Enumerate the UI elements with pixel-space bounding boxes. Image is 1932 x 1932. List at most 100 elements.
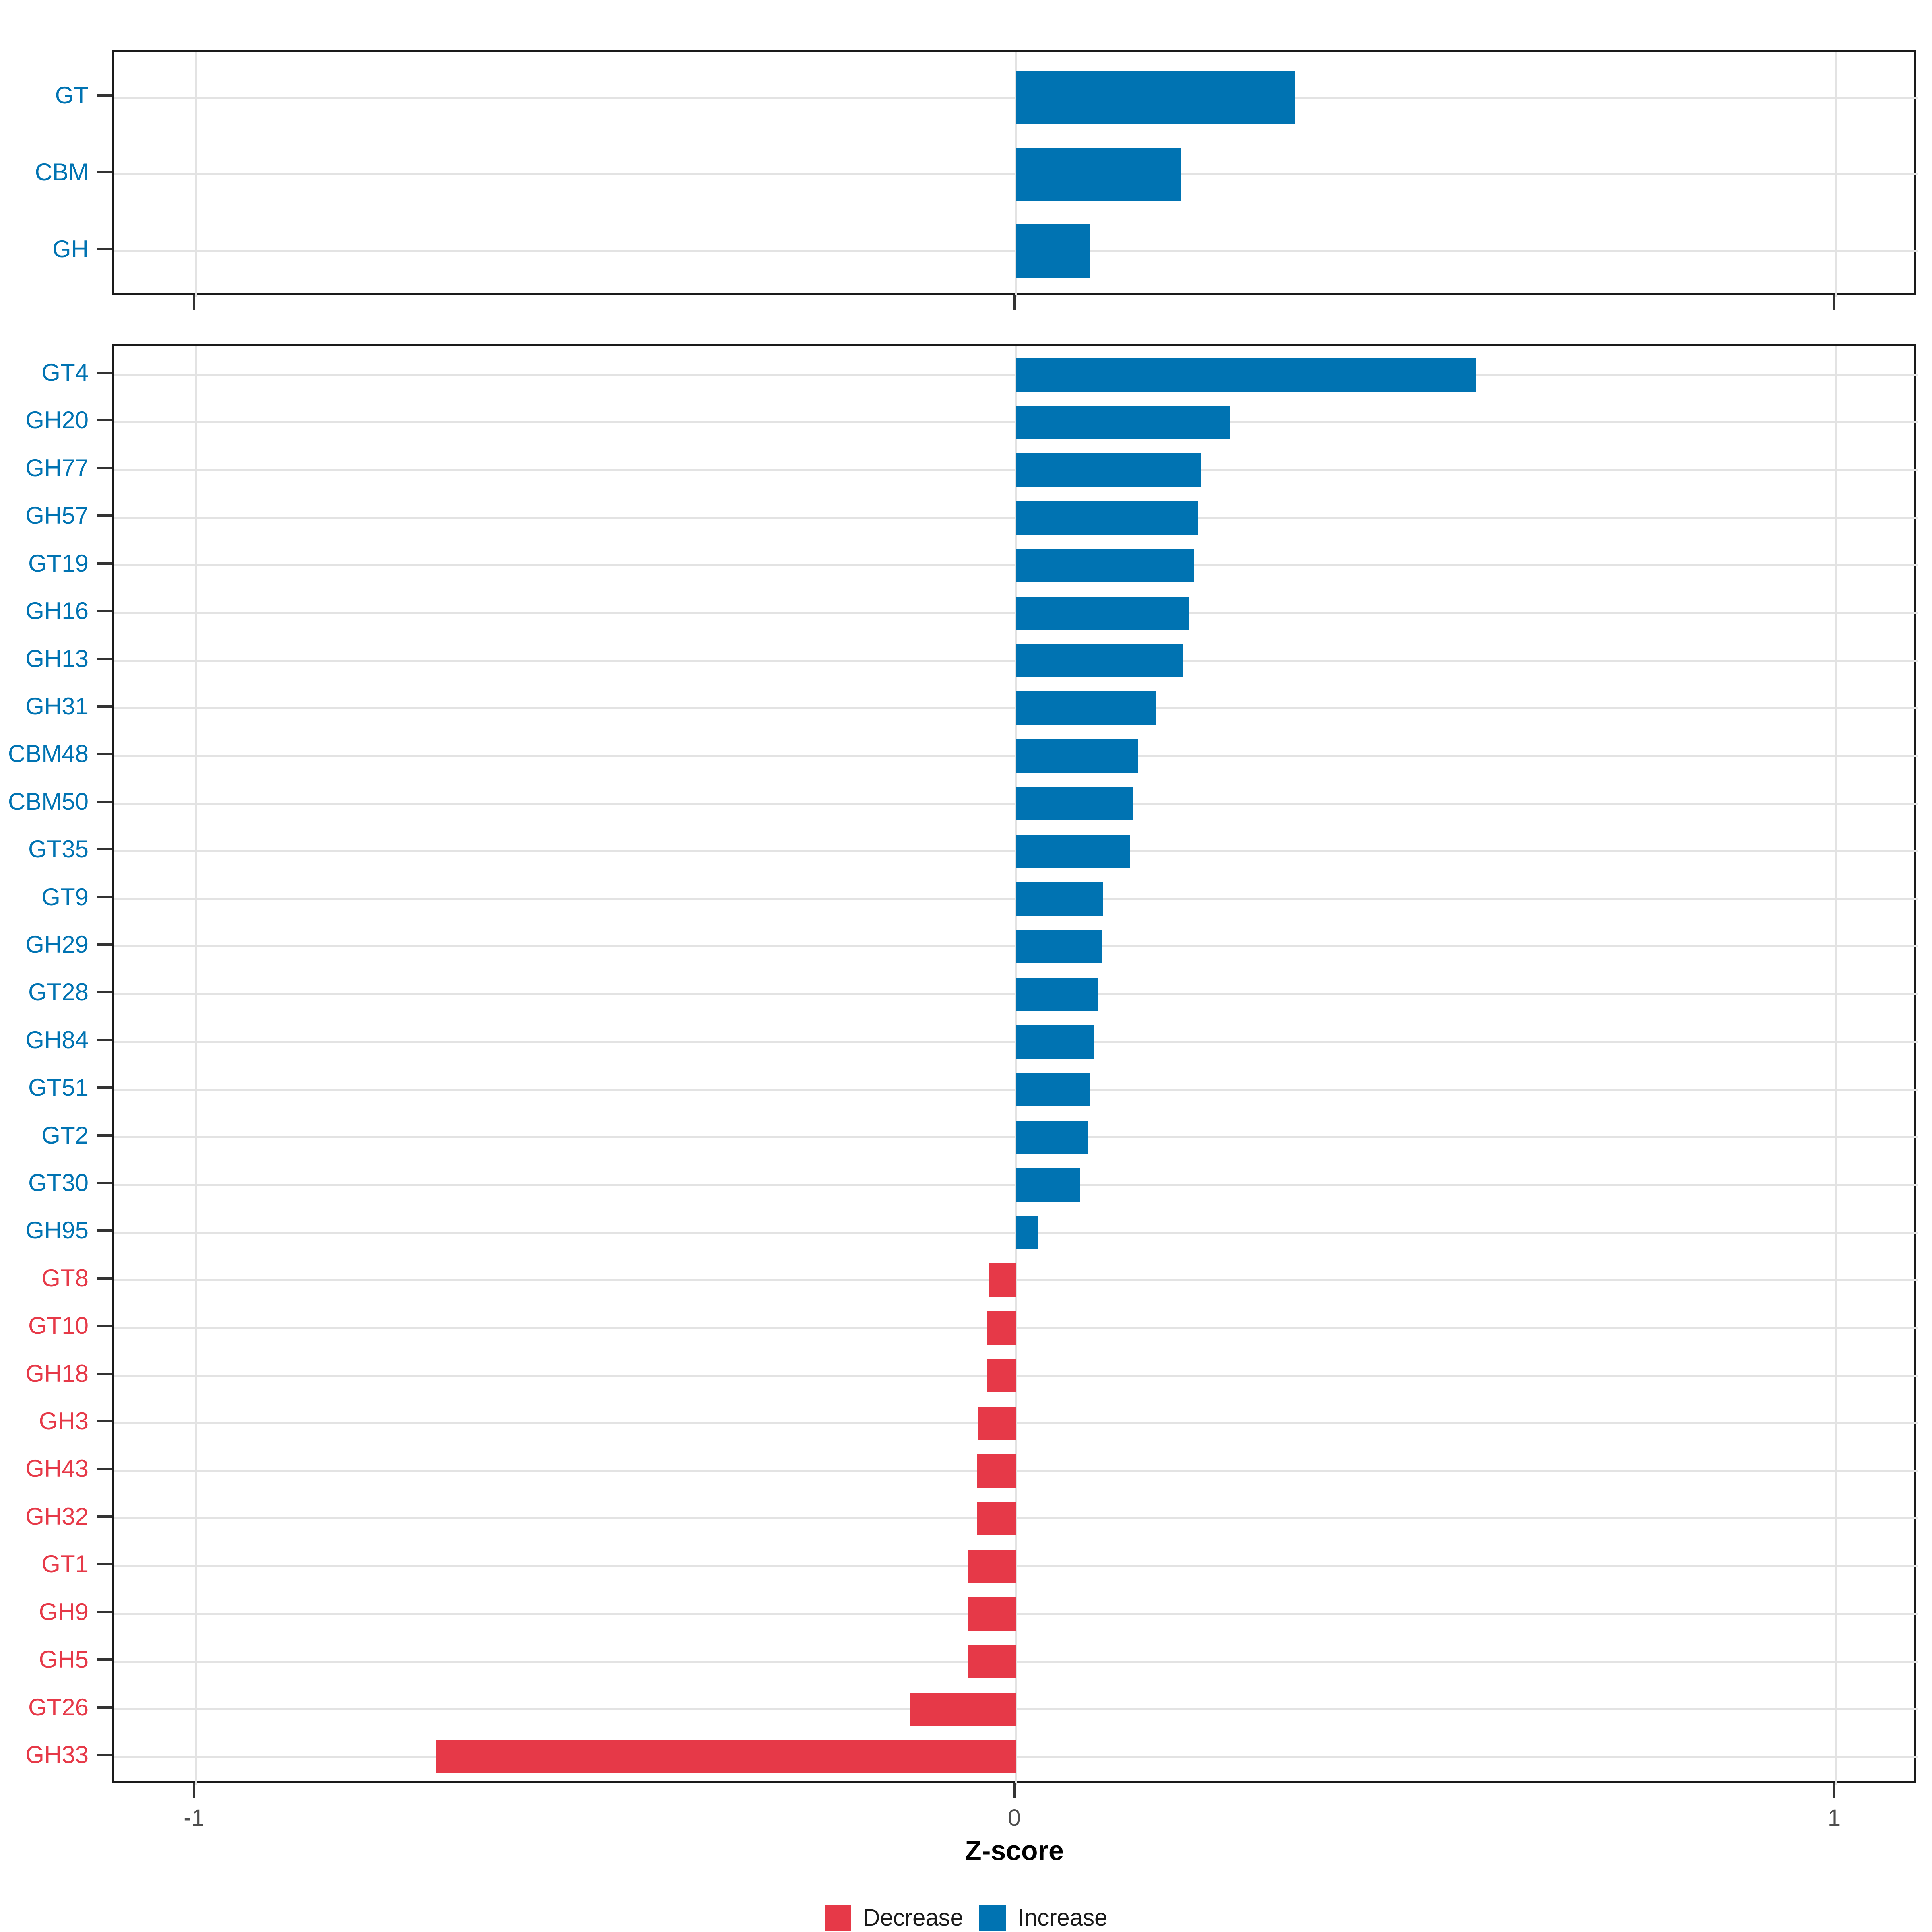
y-tick-mark	[97, 1563, 112, 1565]
decrease-bar-GT26	[910, 1693, 1016, 1726]
increase-bar-CBM48	[1016, 739, 1138, 773]
horizontal-gridline	[114, 1136, 1918, 1138]
decrease-bar-GH32	[977, 1502, 1016, 1535]
y-tick-mark	[97, 896, 112, 898]
category-label-CBM50: CBM50	[8, 788, 89, 815]
increase-bar-GT19	[1016, 549, 1194, 582]
horizontal-gridline	[114, 564, 1918, 566]
vertical-gridline	[1835, 346, 1837, 1785]
decrease-bar-GH5	[968, 1645, 1016, 1678]
x-tick-mark	[193, 1783, 195, 1798]
category-label-GT10: GT10	[28, 1312, 89, 1339]
y-tick-mark	[97, 419, 112, 421]
decrease-bar-GH18	[987, 1359, 1016, 1392]
increase-bar-GT35	[1016, 835, 1130, 868]
increase-bar-GH84	[1016, 1025, 1094, 1059]
increase-bar-GH29	[1016, 930, 1102, 963]
increase-bar-CBM	[1016, 148, 1181, 201]
increase-bar-GT	[1016, 71, 1295, 124]
category-label-GT1: GT1	[41, 1550, 89, 1577]
y-tick-mark	[97, 1277, 112, 1280]
increase-bar-GH20	[1016, 406, 1230, 439]
y-tick-mark	[97, 753, 112, 755]
increase-bar-GT28	[1016, 978, 1098, 1011]
increase-bar-GH77	[1016, 453, 1201, 487]
decrease-bar-GH9	[968, 1597, 1016, 1631]
decrease-bar-GT8	[989, 1263, 1016, 1297]
category-label-GT8: GT8	[41, 1265, 89, 1292]
category-label-GT: GT	[55, 82, 89, 109]
horizontal-gridline	[114, 517, 1918, 519]
x-tick-mark	[1013, 295, 1016, 310]
decrease-bar-GT1	[968, 1550, 1016, 1583]
horizontal-gridline	[114, 1565, 1918, 1567]
category-label-CBM: CBM	[35, 159, 89, 186]
vertical-gridline	[195, 346, 197, 1785]
y-tick-mark	[97, 171, 112, 173]
category-label-GH31: GH31	[25, 693, 89, 720]
decrease-bar-GT10	[987, 1311, 1016, 1345]
category-label-GH5: GH5	[39, 1646, 89, 1673]
horizontal-gridline	[114, 1232, 1918, 1234]
top-panel	[112, 50, 1918, 297]
increase-bar-GH16	[1016, 597, 1189, 630]
y-tick-mark	[97, 1658, 112, 1661]
category-label-GT9: GT9	[41, 883, 89, 910]
category-label-GH18: GH18	[25, 1360, 89, 1387]
y-tick-mark	[97, 943, 112, 946]
category-label-GH20: GH20	[25, 407, 89, 433]
increase-bar-GH	[1016, 224, 1090, 278]
category-label-GH84: GH84	[25, 1026, 89, 1053]
y-tick-mark	[97, 610, 112, 612]
horizontal-gridline	[114, 850, 1918, 852]
x-axis-title: Z-score	[965, 1835, 1064, 1866]
increase-swatch-icon	[979, 1904, 1006, 1931]
horizontal-gridline	[114, 1661, 1918, 1663]
x-tick-mark	[1833, 295, 1835, 310]
category-label-GH57: GH57	[25, 502, 89, 529]
horizontal-gridline	[114, 1327, 1918, 1329]
category-label-GT51: GT51	[28, 1074, 89, 1101]
category-label-GH29: GH29	[25, 931, 89, 958]
x-tick-label-0: 0	[1007, 1805, 1021, 1831]
category-label-GH16: GH16	[25, 597, 89, 624]
y-tick-mark	[97, 1039, 112, 1041]
horizontal-gridline	[114, 469, 1918, 471]
category-label-GT26: GT26	[28, 1694, 89, 1721]
y-tick-mark	[97, 94, 112, 97]
legend-item-decrease: Decrease	[824, 1904, 963, 1931]
horizontal-gridline	[114, 612, 1918, 614]
y-tick-mark	[97, 1420, 112, 1422]
horizontal-gridline	[114, 1375, 1918, 1377]
y-tick-mark	[97, 1325, 112, 1327]
category-label-GH77: GH77	[25, 454, 89, 481]
legend-label-decrease: Decrease	[863, 1905, 963, 1931]
y-tick-mark	[97, 1182, 112, 1184]
category-label-GH9: GH9	[39, 1598, 89, 1625]
bottom-panel	[112, 344, 1918, 1785]
decrease-bar-GH3	[978, 1407, 1016, 1440]
y-tick-mark	[97, 1611, 112, 1613]
y-tick-mark	[97, 991, 112, 993]
horizontal-gridline	[114, 1041, 1918, 1043]
horizontal-gridline	[114, 421, 1918, 423]
decrease-bar-GH43	[977, 1454, 1016, 1488]
increase-bar-GT51	[1016, 1073, 1090, 1106]
horizontal-gridline	[114, 707, 1918, 709]
category-label-GT28: GT28	[28, 978, 89, 1005]
y-tick-mark	[97, 848, 112, 850]
increase-bar-GH13	[1016, 644, 1183, 677]
y-tick-mark	[97, 467, 112, 469]
y-tick-mark	[97, 705, 112, 708]
horizontal-gridline	[114, 1184, 1918, 1186]
horizontal-gridline	[114, 803, 1918, 805]
increase-bar-GT4	[1016, 358, 1476, 392]
y-tick-mark	[97, 1515, 112, 1518]
y-tick-mark	[97, 1373, 112, 1375]
y-tick-mark	[97, 1754, 112, 1756]
decrease-bar-GH33	[436, 1740, 1016, 1773]
horizontal-gridline	[114, 755, 1918, 757]
y-tick-mark	[97, 801, 112, 803]
increase-bar-GH31	[1016, 691, 1156, 725]
